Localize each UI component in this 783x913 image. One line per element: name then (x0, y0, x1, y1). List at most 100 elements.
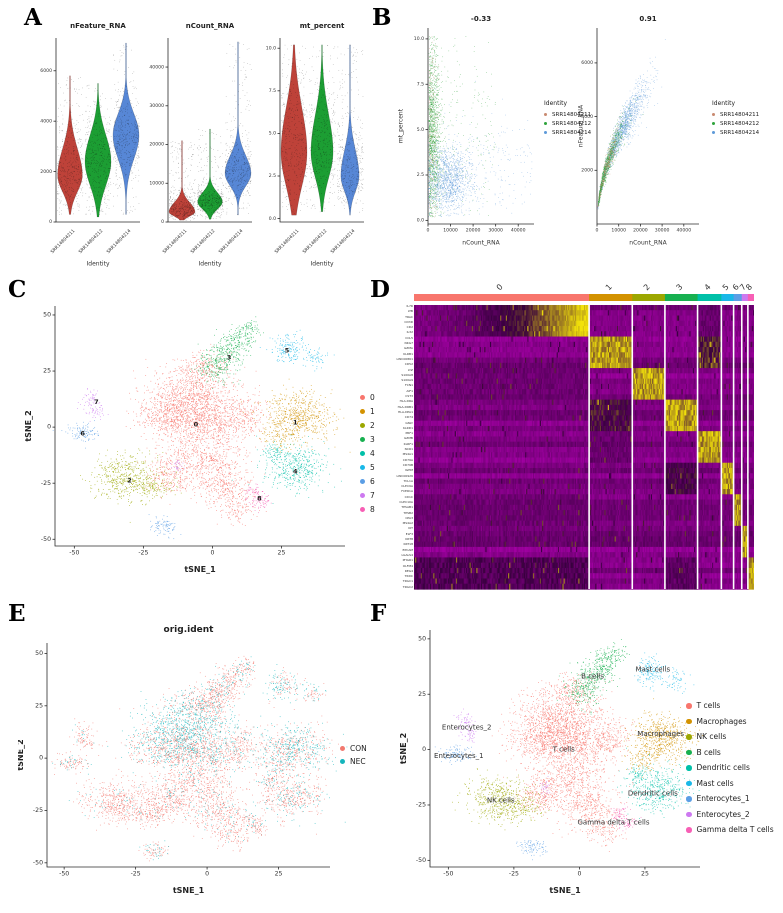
gene-label: MS4A1 (402, 452, 413, 457)
legend-label: Mast cells (696, 778, 734, 788)
gene-label: CLEC9A (401, 484, 413, 489)
gene-label: CPA3 (405, 515, 413, 520)
panel-e: E CON NEC (8, 596, 392, 913)
legend-item: 5 (360, 460, 375, 474)
legend-item: T cells (686, 698, 774, 714)
gene-label: ELF3 (405, 531, 413, 536)
panel-f: F T cells Macrophages NK cells B cells Dendr… (370, 596, 783, 913)
gene-label: KIT (408, 526, 413, 531)
gene-label: AIF1 (406, 388, 413, 393)
gene-label: CD1C (404, 494, 413, 499)
tsne-clusters (20, 288, 356, 588)
gene-label: FCER1A (401, 489, 413, 494)
legend-label: T cells (696, 701, 721, 711)
legend-item: B cells (686, 745, 774, 761)
gene-label: KRT8 (405, 537, 413, 542)
gene-label: LYZ (407, 367, 413, 372)
panel-d: D IL7R LTB TRAC CD3D CD2 IL32 CCL5 NKG7 GZMA KLRB… (370, 272, 783, 602)
identity-legend-1: Identity SRR14804211 SRR14804212 SRR1480421… (544, 100, 591, 137)
legend-swatch (712, 131, 715, 134)
gene-label: S100A9 (401, 378, 413, 383)
gene-label: IL7R (406, 305, 413, 308)
legend-label: CON (350, 744, 367, 753)
legend-item: NK cells (686, 729, 774, 745)
legend-swatch (712, 122, 715, 125)
gene-label: OLFM4 (402, 563, 413, 568)
legend-swatch (360, 422, 365, 428)
legend-item: 0 (360, 390, 375, 404)
gene-label: TPSAB1 (401, 505, 413, 510)
legend-item: Gamma delta T cells (686, 822, 774, 838)
gene-label: LINC00926 (396, 473, 413, 478)
legend-item: 7 (360, 488, 375, 502)
legend-swatch (360, 436, 365, 442)
scatter-plot--0.33 (392, 12, 540, 258)
gene-label: MS4A2 (402, 521, 413, 526)
gene-label: KLRD1 (403, 425, 413, 430)
gene-label: KRT18 (403, 542, 413, 547)
legend-item: 3 (360, 432, 375, 446)
legend-item: 2 (360, 418, 375, 432)
gene-label: GZMB (403, 436, 413, 441)
legend-swatch (712, 113, 715, 116)
legend-item: SRR14804214 (712, 128, 759, 137)
legend-label: SRR14804214 (720, 129, 760, 136)
legend-label: 7 (370, 490, 375, 500)
legend-label: 0 (370, 392, 375, 402)
gene-label: REG4 (404, 568, 413, 573)
panel-b: B Identity SRR14804211 SRR14804212 SRR14804… (372, 2, 783, 270)
gene-label: CLEC10A (399, 499, 413, 504)
gene-label: CD2 (406, 325, 413, 330)
gene-label: IGHM (404, 468, 413, 473)
gene-label: KLRF1 (403, 441, 413, 446)
gene-label: TRDC (404, 574, 413, 579)
gene-label: CST3 (405, 394, 413, 399)
violin-plot-nCount_RNA (146, 18, 258, 268)
legend-label: B cells (696, 747, 721, 757)
legend-swatch (360, 506, 365, 512)
legend-label: 5 (370, 462, 375, 472)
legend-swatch (686, 796, 692, 802)
legend-swatch (686, 765, 692, 771)
gene-label: EPCAM (402, 547, 413, 552)
gene-label: CCL5 (405, 335, 413, 340)
gene-label: IL32 (406, 330, 413, 335)
gene-label: FCN1 (405, 383, 413, 388)
gene-label: CD79A (402, 457, 413, 462)
legend-swatch (360, 492, 365, 498)
gene-label: TRAC (405, 314, 413, 319)
legend-label: Macrophages (696, 716, 747, 726)
legend-swatch (360, 464, 365, 470)
legend-label: NEC (350, 757, 366, 766)
marker-heatmap (414, 278, 754, 598)
gene-label: HLA-DPA1 (398, 409, 413, 414)
tsne-condition (18, 606, 358, 906)
legend-label: 6 (370, 476, 375, 486)
legend-label: 2 (370, 420, 375, 430)
legend-label: SRR14804211 (720, 111, 760, 118)
legend-title: Identity (712, 100, 735, 107)
legend-item: SRR14804211 (712, 110, 759, 119)
legend-swatch (360, 394, 365, 400)
gene-label: TRGC1 (402, 579, 413, 584)
legend-label: SRR14804211 (552, 111, 592, 118)
legend-swatch (686, 734, 692, 740)
celltype-legend: T cells Macrophages NK cells B cells Dendrit… (686, 698, 774, 838)
gene-label: TPSB2 (403, 510, 413, 515)
legend-swatch (544, 122, 547, 125)
legend-label: Gamma delta T cells (696, 825, 774, 835)
legend-swatch (686, 811, 692, 817)
legend-swatch (686, 703, 692, 709)
legend-swatch (544, 131, 547, 134)
legend-label: NK cells (696, 732, 727, 742)
legend-swatch (686, 749, 692, 755)
legend-item: 1 (360, 404, 375, 418)
legend-label: SRR14804212 (552, 120, 592, 127)
legend-item: Mast cells (686, 776, 774, 792)
legend-label: 3 (370, 434, 375, 444)
legend-swatch (544, 113, 547, 116)
legend-label: SRR14804212 (720, 120, 760, 127)
legend-item: Enterocytes_2 (686, 807, 774, 823)
panel-a: A (24, 2, 372, 270)
legend-title: Identity (544, 100, 567, 107)
